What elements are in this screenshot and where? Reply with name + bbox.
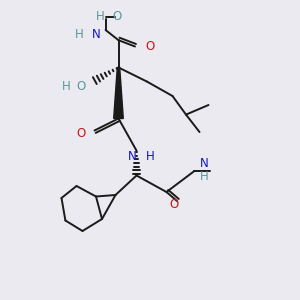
Text: N: N xyxy=(92,28,100,41)
Text: N: N xyxy=(200,157,208,170)
Text: H: H xyxy=(61,80,70,94)
Polygon shape xyxy=(114,68,123,118)
Text: O: O xyxy=(169,197,178,211)
Text: H: H xyxy=(75,28,84,41)
Text: H: H xyxy=(146,149,154,163)
Text: O: O xyxy=(146,40,154,53)
Text: H: H xyxy=(200,170,208,184)
Text: N: N xyxy=(128,149,136,163)
Text: O: O xyxy=(76,127,85,140)
Text: O: O xyxy=(112,10,122,23)
Text: O: O xyxy=(76,80,85,94)
Text: H: H xyxy=(96,10,105,23)
